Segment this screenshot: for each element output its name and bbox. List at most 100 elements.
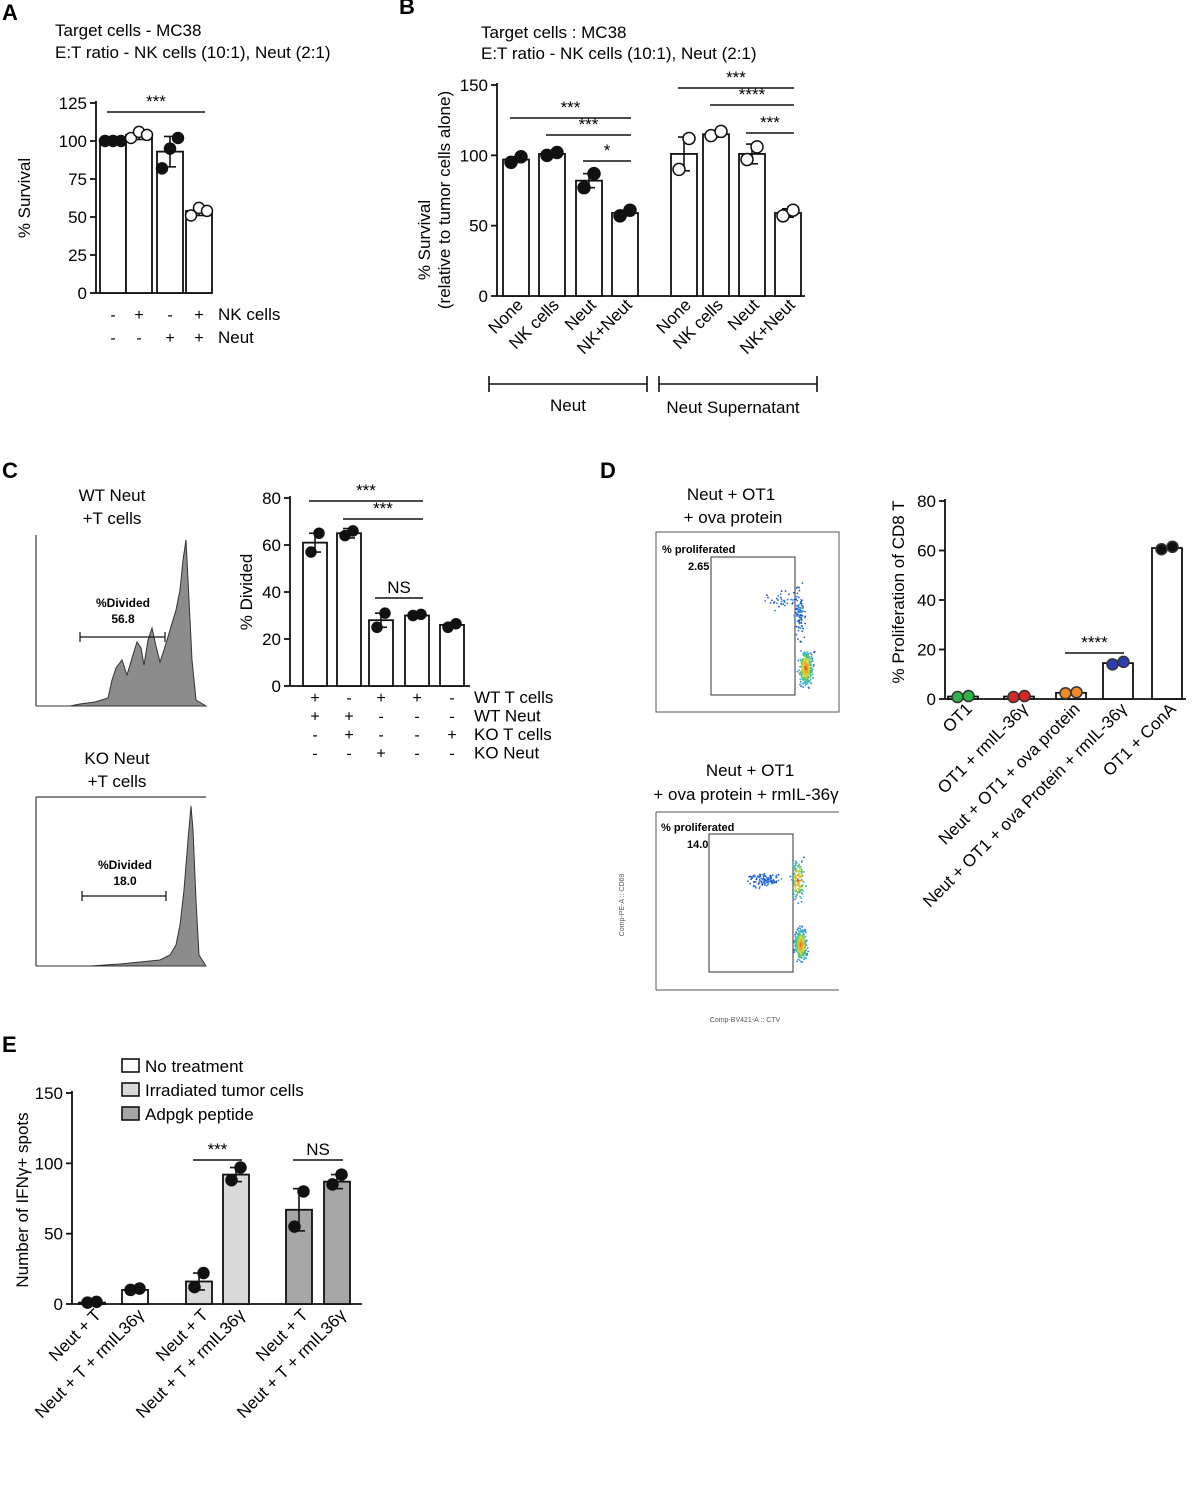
legend-swatch (121, 1082, 140, 1097)
y-tick-label: 100 (59, 132, 87, 151)
flow-event-dot (775, 597, 778, 600)
flow-event-dot (764, 875, 767, 877)
flow-event-dot (806, 658, 809, 660)
condition-sign: - (414, 709, 419, 726)
significance-label: *** (356, 481, 376, 500)
flow-event-dot (771, 881, 774, 883)
y-tick-label: 100 (35, 1154, 63, 1173)
data-point (155, 162, 169, 175)
flow-event-dot (798, 586, 800, 589)
flow-event-dot (801, 669, 803, 671)
flow-event-dot (794, 864, 797, 867)
flow-event-dot (807, 657, 810, 659)
flow-event-dot (801, 885, 804, 888)
flow-event-dot (760, 873, 762, 876)
condition-sign: + (310, 709, 319, 726)
data-point (1106, 658, 1119, 671)
flow-event-dot (793, 598, 796, 601)
data-point (962, 689, 975, 703)
bar (611, 212, 639, 297)
flow-event-dot (760, 881, 763, 884)
flow-event-dot (789, 875, 792, 878)
flow-event-dot (800, 604, 803, 607)
flow-event-dot (750, 878, 752, 881)
flow-event-dot (746, 880, 749, 883)
flow-event-dot (794, 877, 796, 880)
significance-label: *** (146, 92, 166, 111)
flow-event-dot (799, 895, 801, 898)
flow-event-dot (800, 878, 803, 881)
flow-event-dot (801, 662, 804, 664)
flow-event-dot (799, 925, 801, 928)
flow-event-dot (805, 675, 808, 678)
panel-letter-c: C (2, 458, 18, 483)
flow-event-dot (802, 672, 804, 674)
flow-event-dot (807, 655, 810, 657)
y-tick-label: 0 (54, 1295, 63, 1314)
data-point (750, 140, 764, 154)
flow-event-dot (804, 935, 807, 938)
flow-event-dot (767, 596, 769, 599)
flow-event-dot (806, 676, 809, 679)
flow-event-dot (800, 622, 803, 624)
flow-event-dot (795, 880, 798, 883)
flow-event-dot (793, 867, 796, 870)
flow-event-dot (749, 875, 752, 878)
flow-event-dot (775, 875, 777, 878)
flow-event-dot (803, 941, 806, 944)
flow-event-dot (795, 870, 797, 873)
flow-event-dot (796, 881, 799, 884)
hist2-title-line2: +T cells (88, 772, 147, 791)
flow-event-dot (768, 877, 771, 880)
flow-event-dot (805, 663, 808, 665)
flow-event-dot (798, 943, 801, 945)
flow-event-dot (797, 874, 800, 877)
flow-event-dot (800, 649, 803, 652)
flow-event-dot (795, 633, 798, 636)
hist1-title-line1: WT Neut (79, 486, 146, 505)
flow-event-dot (805, 668, 808, 671)
flow-event-dot (804, 671, 807, 674)
flow-event-dot (767, 877, 770, 880)
flow-event-dot (801, 582, 804, 584)
flow-event-dot (798, 870, 801, 873)
flow-event-dot (796, 586, 799, 588)
flow-event-dot (795, 939, 798, 942)
flow-event-dot (810, 666, 813, 669)
flow-event-dot (780, 878, 783, 880)
flow-event-dot (803, 636, 806, 639)
flow-event-dot (800, 609, 802, 612)
flow-event-dot (794, 885, 797, 888)
flow-event-dot (811, 671, 813, 674)
flow-event-dot (813, 651, 815, 654)
data-point (623, 203, 637, 217)
flow-event-dot (758, 876, 761, 879)
flow-event-dot (801, 892, 804, 895)
condition-row-label: NK cells (218, 305, 280, 324)
data-point (776, 209, 790, 223)
flow-event-dot (761, 883, 764, 885)
flow-event-dot (797, 870, 800, 873)
flow-plot-1: % proliferated 2.65 (655, 531, 840, 713)
flow-event-dot (799, 954, 801, 957)
y-tick-label: 40 (917, 591, 936, 610)
flow-event-dot (802, 666, 805, 669)
condition-sign: - (449, 709, 454, 726)
condition-sign: - (110, 330, 115, 347)
flow-event-dot (794, 935, 797, 938)
flow-event-dot (804, 666, 807, 669)
flow2-title-line1: Neut + OT1 (706, 761, 794, 780)
flow-event-dot (758, 882, 760, 884)
y-tick-label: 0 (927, 690, 936, 709)
flow-event-dot (796, 670, 799, 673)
data-point (326, 1178, 339, 1191)
flow-event-dot (809, 678, 812, 681)
flow-event-dot (799, 867, 801, 870)
flow-event-dot (801, 925, 803, 928)
flow-event-dot (795, 598, 798, 601)
gate-value-wt: 56.8 (111, 612, 135, 626)
flow-event-dot (806, 650, 809, 653)
flow-event-dot (752, 884, 755, 887)
bar (99, 140, 127, 294)
flow-event-dot (803, 956, 806, 959)
